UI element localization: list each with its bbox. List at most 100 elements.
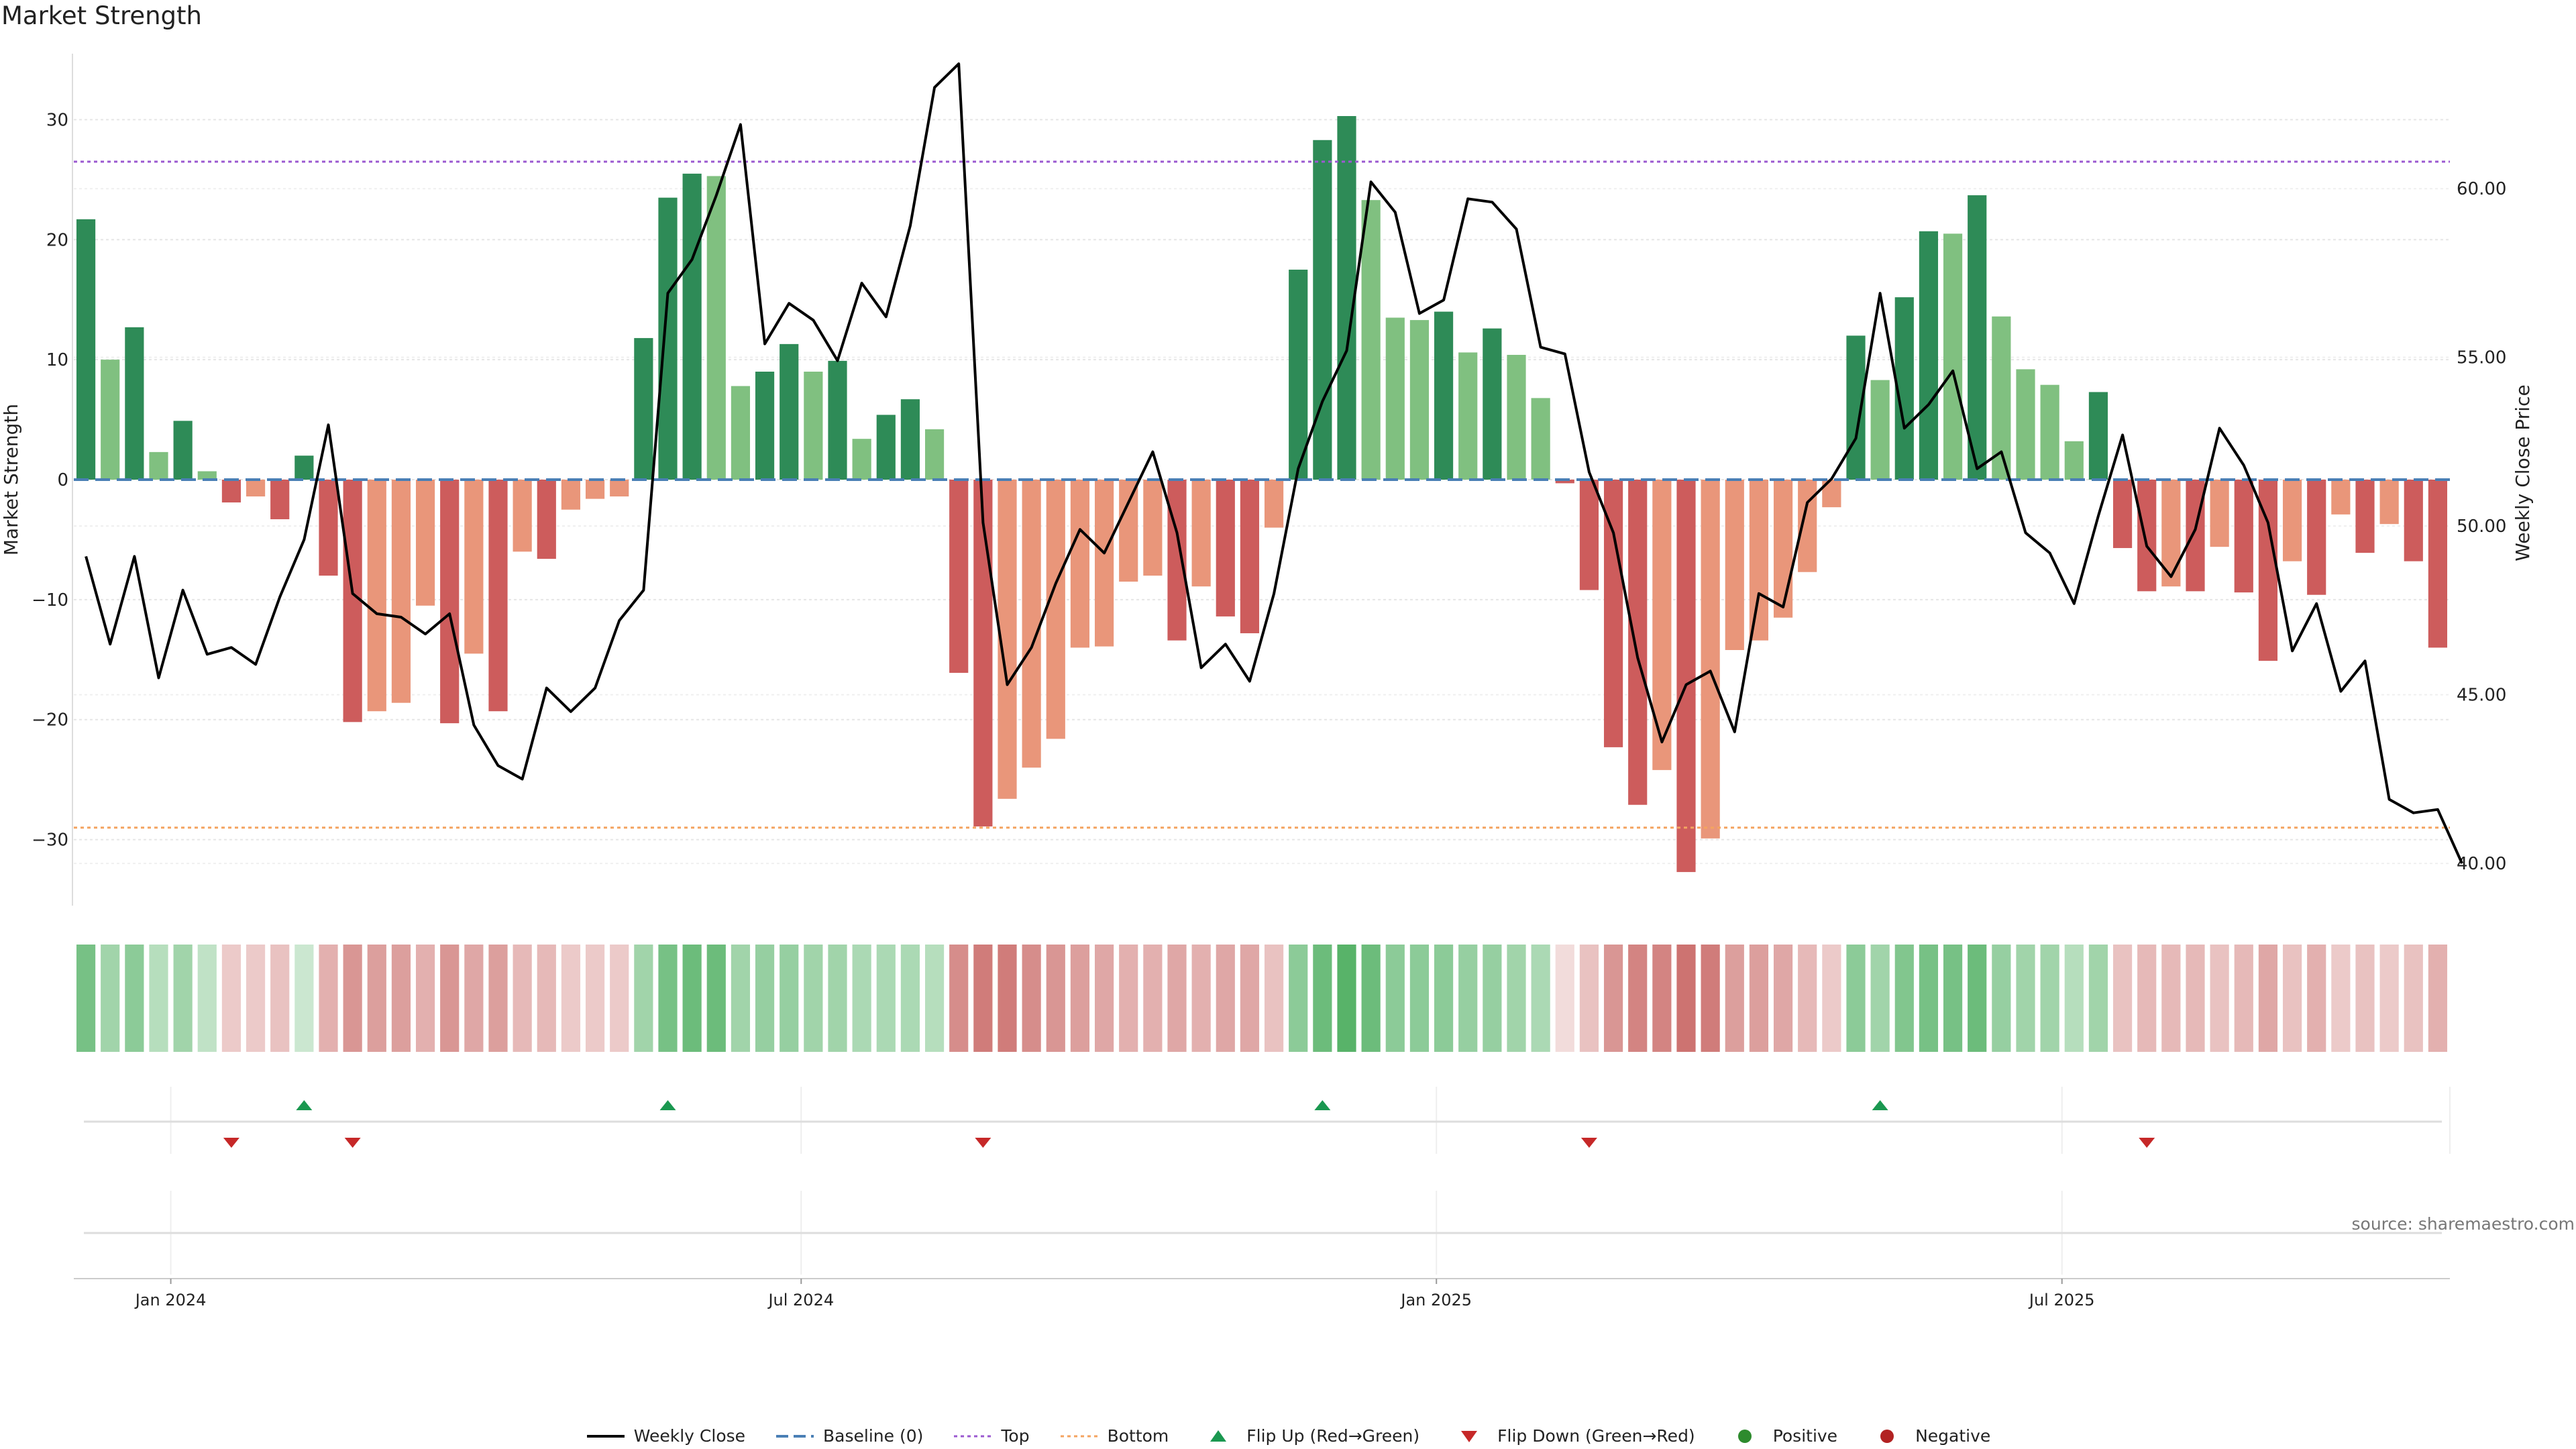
- heat-cell: [1167, 945, 1187, 1052]
- heat-cell: [804, 945, 823, 1052]
- strength-bar: [2355, 480, 2375, 553]
- strength-bar: [2064, 441, 2084, 480]
- heat-cell: [440, 945, 460, 1052]
- strength-bar: [1531, 398, 1550, 480]
- heat-cell: [1894, 945, 1914, 1052]
- strength-bar: [949, 480, 969, 673]
- strength-bar: [780, 343, 799, 480]
- strength-bar: [197, 471, 217, 480]
- strength-bar: [537, 480, 556, 559]
- heat-cell: [1483, 945, 1502, 1052]
- heat-cell: [1409, 945, 1430, 1052]
- heat-cell: [1846, 945, 1866, 1052]
- heat-cell: [610, 945, 629, 1052]
- flip-up-marker: [659, 1100, 676, 1110]
- strength-bar: [221, 480, 241, 502]
- strength-bar: [585, 480, 605, 499]
- strength-bar: [319, 480, 338, 576]
- heat-cell: [1992, 945, 2011, 1052]
- heat-cell: [2112, 945, 2133, 1052]
- reference-lines: [74, 160, 2450, 829]
- strength-bar: [2331, 480, 2351, 515]
- strength-bar: [2404, 480, 2423, 561]
- strength-bar: [1434, 311, 1454, 480]
- strength-bar: [1943, 233, 1963, 480]
- legend-label: Flip Down (Green→Red): [1497, 1426, 1695, 1446]
- heat-cell: [1798, 945, 1817, 1052]
- heat-cell: [2088, 945, 2108, 1052]
- heat-cell: [585, 945, 605, 1052]
- y-tick-label: 0: [57, 470, 68, 490]
- strength-bar: [900, 399, 920, 480]
- heat-cell: [1603, 945, 1623, 1052]
- strength-bar: [1385, 317, 1405, 480]
- dot-green-icon: [1737, 1429, 1752, 1443]
- strength-bar: [1289, 269, 1308, 480]
- heat-cell: [1725, 945, 1744, 1052]
- strength-bar: [1603, 480, 1623, 747]
- strength-bar: [2088, 392, 2108, 480]
- strength-bar: [2282, 480, 2302, 561]
- strength-bar: [1119, 480, 1138, 582]
- heat-cell: [513, 945, 532, 1052]
- strength-bar: [1022, 480, 1041, 768]
- x-tick-label: Jan 2024: [134, 1291, 207, 1309]
- flip-down-marker: [344, 1138, 361, 1148]
- flip-markers: [84, 1087, 2451, 1275]
- heat-cell: [1531, 945, 1550, 1052]
- strength-bar: [513, 480, 532, 552]
- flip-down-marker: [2139, 1138, 2155, 1148]
- heat-cell: [1313, 945, 1332, 1052]
- heat-cell: [1870, 945, 1890, 1052]
- axes: −30 −20 −10 0 10 20 30 40.00 45.00 50.00 55.00 60.0…: [0, 54, 2534, 906]
- y2-tick-label: 40.00: [2457, 854, 2506, 874]
- heat-cell: [319, 945, 338, 1052]
- strength-bar: [464, 480, 484, 654]
- strength-bar: [1749, 480, 1769, 641]
- heat-cell: [2210, 945, 2229, 1052]
- heat-cell: [998, 945, 1017, 1052]
- triangle-up-icon: [1210, 1430, 1227, 1442]
- strength-bar: [682, 173, 702, 480]
- heat-cell: [1337, 945, 1356, 1052]
- strength-bar: [1191, 480, 1211, 587]
- heat-cell: [1458, 945, 1478, 1052]
- strength-bar: [2307, 480, 2326, 595]
- heat-cell: [488, 945, 508, 1052]
- heat-cell: [1216, 945, 1235, 1052]
- heat-cell: [2161, 945, 2181, 1052]
- heat-cell: [125, 945, 144, 1052]
- heat-cell: [1676, 945, 1696, 1052]
- heat-cell: [1628, 945, 1648, 1052]
- strength-bar: [2040, 384, 2059, 480]
- x-tick-label: Jan 2025: [1399, 1291, 1472, 1309]
- heat-cell: [2379, 945, 2399, 1052]
- legend-label: Negative: [1915, 1426, 1991, 1446]
- y-tick-label: 10: [46, 350, 68, 370]
- legend-item: Flip Down (Green→Red): [1449, 1426, 1695, 1446]
- flip-up-marker: [1872, 1100, 1888, 1110]
- y2-tick-label: 55.00: [2457, 348, 2506, 368]
- strength-bar: [828, 360, 847, 480]
- strength-bar: [2210, 480, 2229, 547]
- heat-cell: [2428, 945, 2448, 1052]
- strength-bar: [367, 480, 386, 712]
- dashed-line-icon: [776, 1434, 814, 1438]
- strength-bar: [658, 197, 678, 480]
- heat-cell: [1434, 945, 1454, 1052]
- heat-cell: [2404, 945, 2423, 1052]
- strength-bar: [1483, 328, 1502, 480]
- strength-bar: [2137, 480, 2157, 592]
- price-line: [85, 62, 2463, 864]
- strength-bar: [1240, 480, 1260, 633]
- strength-bar: [246, 480, 266, 497]
- heat-cell: [2282, 945, 2302, 1052]
- heat-cell: [755, 945, 775, 1052]
- y2-axis-label: Weekly Close Price: [2512, 384, 2534, 561]
- solid-line-icon: [586, 1434, 625, 1438]
- y-tick-label: −30: [32, 830, 68, 851]
- heat-cell: [1022, 945, 1041, 1052]
- strength-bar: [1919, 231, 1939, 480]
- flip-down-marker: [223, 1138, 239, 1148]
- strength-bar: [1458, 352, 1478, 480]
